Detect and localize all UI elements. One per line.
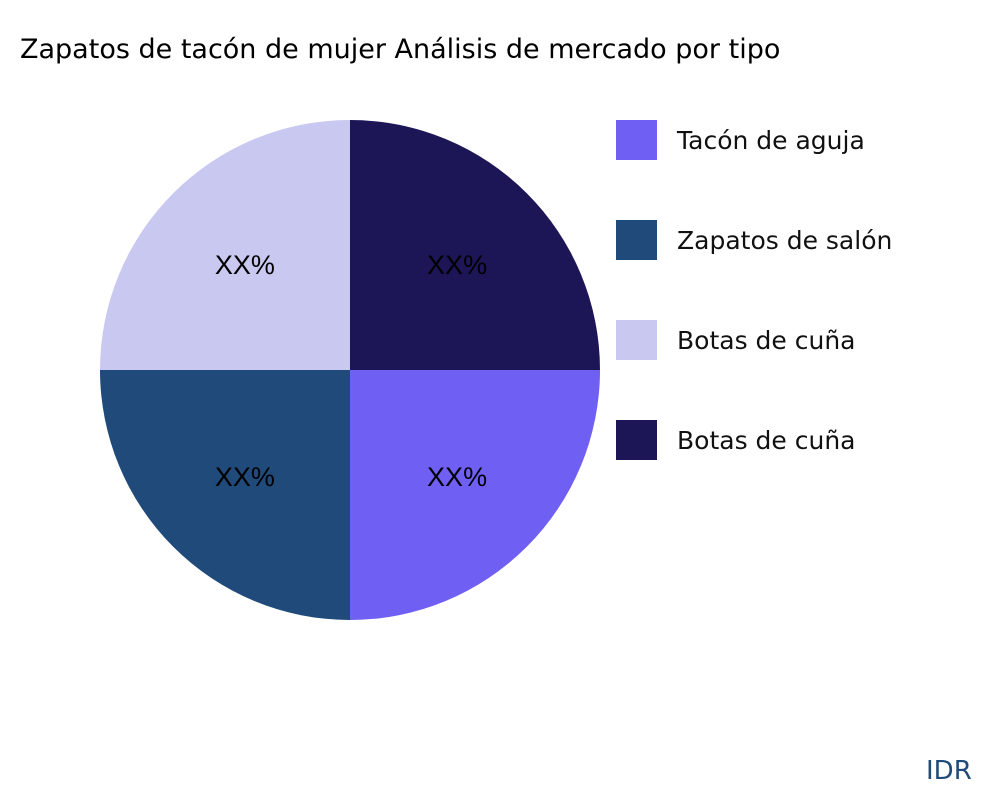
- legend: Tacón de aguja Zapatos de salón Botas de c…: [616, 120, 892, 460]
- pie-slice[interactable]: [350, 120, 600, 370]
- chart-title: Zapatos de tacón de mujer Análisis de me…: [20, 34, 780, 65]
- legend-label[interactable]: Zapatos de salón: [677, 226, 892, 255]
- legend-label[interactable]: Botas de cuña: [677, 426, 856, 455]
- slice-data-label: XX%: [427, 462, 487, 492]
- legend-swatch[interactable]: [616, 420, 657, 460]
- watermark: IDR: [926, 756, 972, 786]
- legend-swatch[interactable]: [616, 220, 657, 260]
- pie-slices: [100, 120, 600, 620]
- slice-data-label: XX%: [215, 462, 275, 492]
- legend-swatch[interactable]: [616, 120, 657, 160]
- slice-data-label: XX%: [215, 250, 275, 280]
- pie-slice[interactable]: [100, 370, 350, 620]
- slice-data-label: XX%: [427, 250, 487, 280]
- slice-labels: XX% XX% XX% XX%: [215, 250, 487, 492]
- legend-label[interactable]: Tacón de aguja: [676, 126, 865, 155]
- legend-label[interactable]: Botas de cuña: [677, 326, 856, 355]
- legend-swatch[interactable]: [616, 320, 657, 360]
- pie-slice[interactable]: [350, 370, 600, 620]
- pie-slice[interactable]: [100, 120, 350, 370]
